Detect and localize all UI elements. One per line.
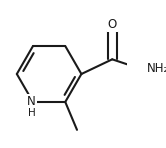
- Text: H: H: [28, 108, 35, 118]
- Text: NH₂: NH₂: [147, 62, 166, 75]
- Text: N: N: [27, 95, 36, 108]
- Text: O: O: [108, 18, 117, 31]
